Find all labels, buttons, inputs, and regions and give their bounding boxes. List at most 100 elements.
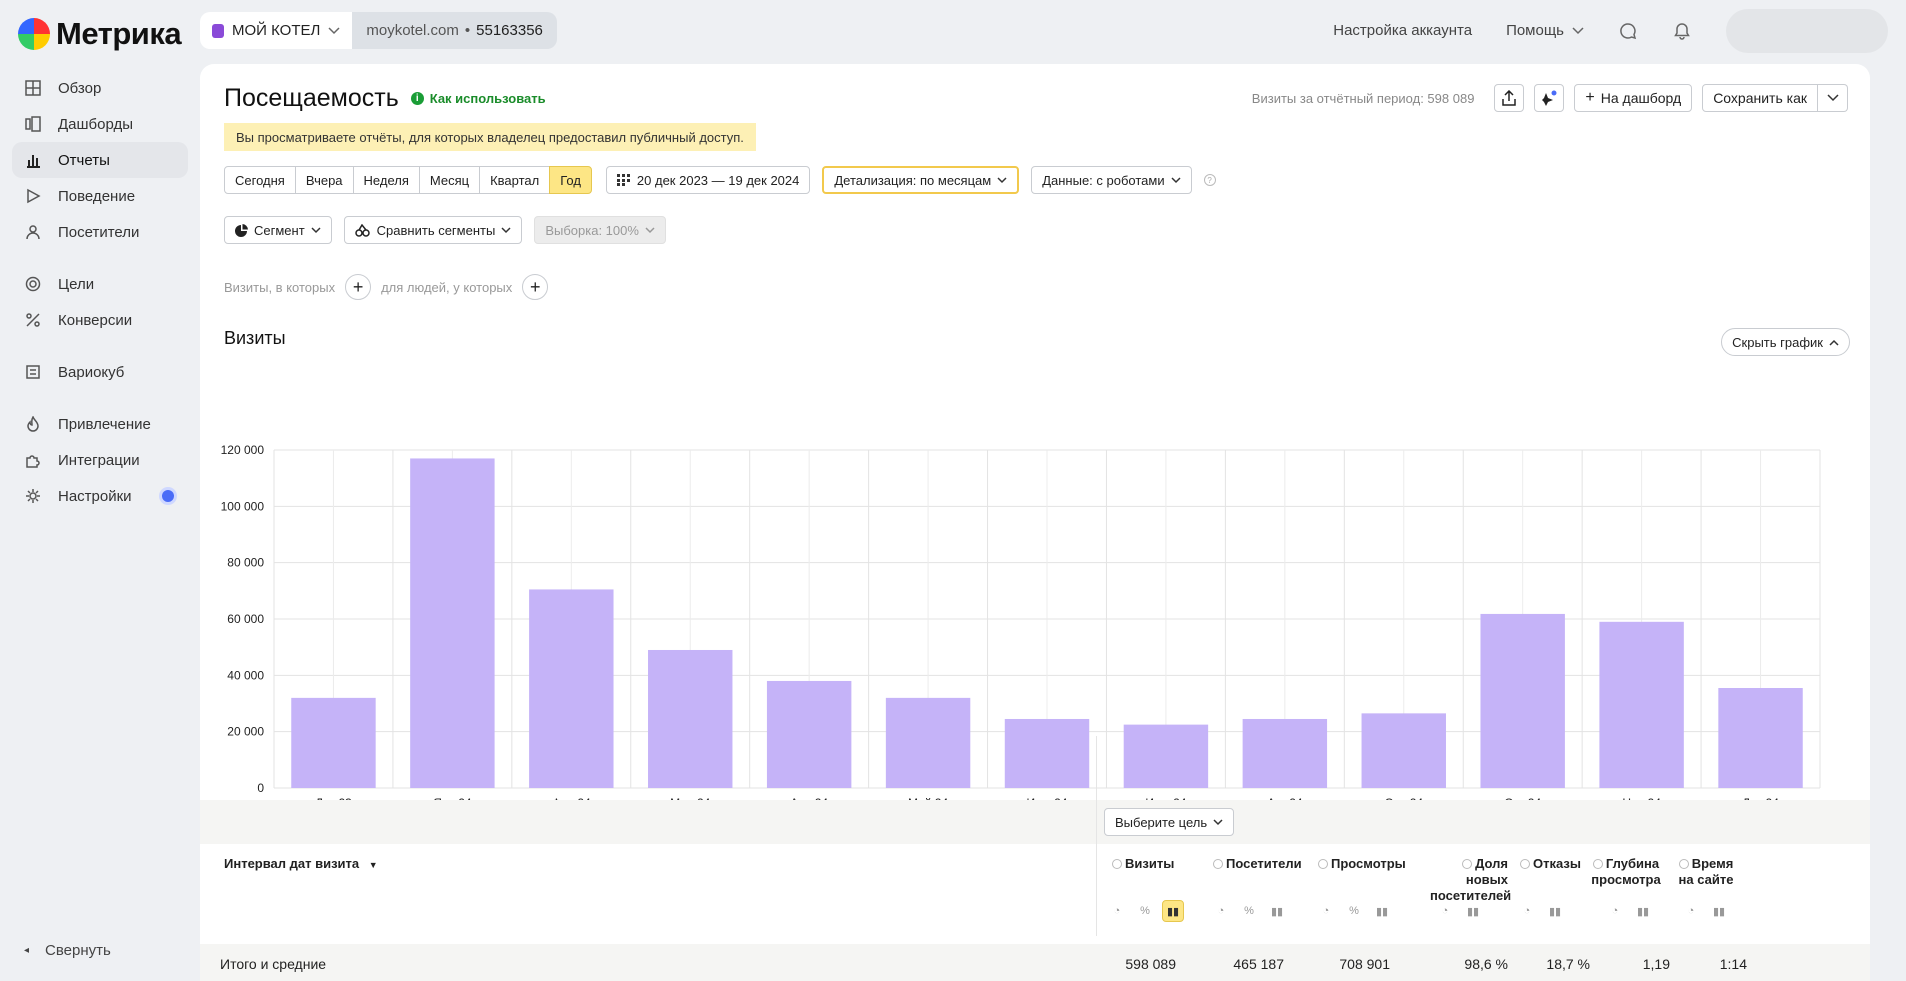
sidebar-item-variocube[interactable]: Вариокуб [12, 354, 188, 390]
bar-view-icon[interactable]: ▮▮ [1162, 900, 1184, 922]
bar-3 [648, 649, 733, 788]
data-dropdown[interactable]: Данные: с роботами [1031, 166, 1192, 194]
bar-2 [529, 589, 614, 788]
how-to-link[interactable]: i Как использовать [410, 91, 546, 106]
period-selector: Сегодня Вчера Неделя Месяц Квартал Год [224, 166, 592, 194]
dimension-label: Интервал дат визита [224, 856, 360, 871]
sidebar-spacer [12, 390, 188, 406]
help-icon[interactable]: ? [1203, 174, 1216, 186]
column-header-new-visitors[interactable]: Доля новых посетителей [1430, 856, 1511, 904]
account-settings-link[interactable]: Настройка аккаунта [1333, 22, 1473, 39]
user-avatar[interactable] [1726, 8, 1888, 53]
bar-11 [1599, 621, 1684, 788]
bell-icon[interactable] [1672, 21, 1692, 41]
main-panel: Посещаемость i Как использовать Визиты з… [200, 64, 1870, 981]
export-button[interactable] [1494, 84, 1525, 112]
bar-view-icon[interactable]: ▮▮ [1466, 905, 1480, 918]
period-today[interactable]: Сегодня [224, 166, 296, 194]
sidebar-item-integrations[interactable]: Интеграции [12, 442, 188, 478]
help-icon [1112, 859, 1122, 869]
counter-name-dropdown[interactable]: МОЙ КОТЕЛ [200, 12, 353, 49]
column-header-pageviews[interactable]: Просмотры [1318, 856, 1428, 872]
app-logo[interactable]: Метрика [18, 16, 182, 52]
help-icon [1213, 859, 1223, 869]
dimension-header[interactable]: Интервал дат визита ▼ [224, 856, 378, 871]
gear-icon [24, 487, 42, 505]
sidebar-item-goals[interactable]: Цели [12, 266, 188, 302]
add-people-condition-button[interactable]: + [522, 274, 549, 300]
bar-10 [1480, 613, 1565, 788]
percent-view-icon[interactable]: % [1140, 905, 1150, 917]
period-year[interactable]: Год [549, 166, 592, 194]
pie-view-icon[interactable]: ◔ [1611, 905, 1619, 917]
sidebar-item-reports[interactable]: Отчеты [12, 142, 188, 178]
column-header-time[interactable]: Время на сайте [1672, 856, 1740, 888]
chat-icon[interactable] [1618, 21, 1638, 41]
public-access-notice: Вы просматриваете отчёты, для которых вл… [224, 123, 756, 151]
pie-view-icon[interactable]: ◔ [1687, 905, 1695, 917]
bar-view-icon[interactable]: ▮▮ [1636, 905, 1650, 918]
column-tools-visits: ◔ % ▮▮ [1106, 900, 1184, 922]
counter-selector[interactable]: МОЙ КОТЕЛ moykotel.com • 55163356 [200, 12, 557, 49]
column-header-visits[interactable]: Визиты [1112, 856, 1202, 872]
sidebar-item-settings[interactable]: Настройки [12, 478, 188, 514]
flame-icon [24, 415, 42, 433]
total-new-visitors: 98,6 % [1464, 956, 1508, 972]
bar-view-icon[interactable]: ▮▮ [1375, 905, 1389, 918]
percent-view-icon[interactable]: % [1349, 905, 1359, 917]
save-as-button[interactable]: Сохранить как [1702, 84, 1818, 112]
add-to-dashboard-button[interactable]: + На дашборд [1574, 84, 1693, 112]
percent-view-icon[interactable]: % [1244, 905, 1254, 917]
bar-view-icon[interactable]: ▮▮ [1712, 905, 1726, 918]
sidebar-item-label: Обзор [58, 79, 102, 97]
period-month[interactable]: Месяц [418, 166, 481, 194]
select-goal-label: Выберите цель [1115, 814, 1208, 830]
y-tick-label: 20 000 [227, 725, 264, 739]
period-week[interactable]: Неделя [352, 166, 420, 194]
select-goal-dropdown[interactable]: Выберите цель [1104, 808, 1235, 836]
calendar-icon [616, 174, 630, 186]
column-header-bounce[interactable]: Отказы [1520, 856, 1590, 872]
help-label: Помощь [1506, 22, 1564, 39]
save-as-menu-button[interactable] [1818, 84, 1848, 112]
puzzle-icon [24, 451, 42, 469]
compare-segments-dropdown[interactable]: Сравнить сегменты [343, 216, 523, 244]
bar-view-icon[interactable]: ▮▮ [1548, 905, 1562, 918]
pie-view-icon[interactable]: ◔ [1523, 905, 1531, 917]
info-icon: i [410, 92, 424, 105]
date-range-picker[interactable]: 20 дек 2023 — 19 дек 2024 [605, 166, 811, 194]
bar-view-icon[interactable]: ▮▮ [1270, 905, 1284, 918]
segment-dropdown[interactable]: Сегмент [224, 216, 332, 244]
sidebar-item-dashboards[interactable]: Дашборды [12, 106, 188, 142]
cube-icon [24, 363, 42, 381]
counter-icon [212, 23, 224, 38]
column-header-depth[interactable]: Глубина просмотра [1586, 856, 1666, 888]
pie-view-icon[interactable]: ◔ [1113, 905, 1121, 917]
top-right-nav: Настройка аккаунта Помощь [1333, 8, 1888, 53]
sidebar-item-visitors[interactable]: Посетители [12, 214, 188, 250]
ai-assistant-button[interactable] [1534, 84, 1565, 112]
sidebar-item-acquisition[interactable]: Привлечение [12, 406, 188, 442]
segment-row: Сегмент Сравнить сегменты Выборка: 100% [224, 216, 666, 244]
compare-icon [354, 223, 370, 237]
column-label: Время на сайте [1678, 856, 1734, 887]
pie-view-icon[interactable]: ◔ [1322, 905, 1330, 917]
chevron-down-icon [645, 226, 655, 233]
total-pageviews: 708 901 [1339, 956, 1390, 972]
period-quarter[interactable]: Квартал [479, 166, 551, 194]
detail-dropdown[interactable]: Детализация: по месяцам [822, 166, 1020, 194]
counter-id: 55163356 [476, 22, 543, 39]
pie-view-icon[interactable]: ◔ [1217, 905, 1225, 917]
period-yesterday[interactable]: Вчера [294, 166, 354, 194]
people-where-label: для людей, у которых [381, 279, 513, 295]
sidebar-item-conversions[interactable]: Конверсии [12, 302, 188, 338]
help-menu[interactable]: Помощь [1506, 22, 1584, 39]
sidebar-item-behavior[interactable]: Поведение [12, 178, 188, 214]
column-header-visitors[interactable]: Посетители [1213, 856, 1313, 872]
sidebar-item-overview[interactable]: Обзор [12, 70, 188, 106]
collapse-label: Свернуть [45, 942, 111, 959]
sidebar-collapse-button[interactable]: ◂ Свернуть [24, 942, 111, 959]
pie-view-icon[interactable]: ◔ [1441, 905, 1449, 917]
add-visit-condition-button[interactable]: + [345, 274, 372, 300]
hide-chart-button[interactable]: Скрыть график [1721, 328, 1850, 356]
